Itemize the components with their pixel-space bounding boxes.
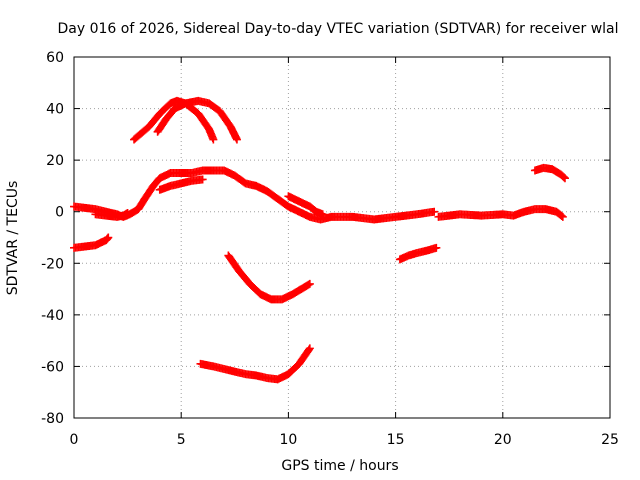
series-arc-trough-35 [224, 251, 314, 304]
x-tick-label: 10 [279, 432, 297, 448]
data-point [318, 210, 327, 219]
data-point [305, 344, 314, 353]
y-tick-label: -60 [41, 359, 64, 375]
series-group [70, 96, 569, 384]
grid [74, 57, 610, 418]
series-arc-late-up [530, 163, 569, 183]
x-tick-label: 20 [494, 432, 512, 448]
series-arc-evening [284, 192, 327, 219]
x-axis: 0 5 10 15 20 25 [70, 57, 619, 448]
data-point [560, 174, 569, 183]
data-point [209, 135, 218, 144]
y-tick-label: 20 [46, 153, 64, 169]
y-tick-label: 60 [46, 50, 64, 66]
data-point [198, 175, 207, 184]
data-point [305, 279, 314, 288]
series-arc-dip-small [91, 209, 132, 221]
y-tick-label: 40 [46, 102, 64, 118]
y-axis-label: SDTVAR / TECUs [5, 181, 21, 296]
plot-frame [73, 56, 611, 419]
x-tick-label: 0 [70, 432, 79, 448]
y-tick-label: -80 [41, 411, 64, 427]
y-tick-label: 0 [55, 205, 64, 221]
x-tick-label: 15 [387, 432, 405, 448]
series-arc-low-start [70, 233, 113, 252]
y-axis: -80 -60 -40 -20 0 20 40 60 [41, 50, 610, 427]
x-tick-label: 5 [177, 432, 186, 448]
y-tick-label: -40 [41, 308, 64, 324]
chart-title: Day 016 of 2026, Sidereal Day-to-day VTE… [57, 21, 618, 37]
data-point [432, 243, 441, 252]
series-arc-main-positive [70, 166, 439, 224]
data-point [430, 207, 439, 216]
series-arc-trough-65 [196, 344, 314, 384]
plot-border [73, 56, 611, 419]
data-point [104, 233, 113, 242]
y-tick-label: -20 [41, 256, 64, 272]
data-point [558, 212, 567, 221]
x-axis-label: GPS time / hours [281, 458, 398, 474]
series-arc-peak-2 [153, 96, 241, 144]
data-point [232, 135, 241, 144]
data-point [557, 212, 566, 221]
x-tick-label: 25 [601, 432, 619, 448]
data-point [123, 209, 132, 218]
data-point [559, 173, 568, 182]
data-point [304, 345, 313, 354]
series-arc-lower-mid [155, 175, 207, 194]
series-arc-neg-20 [395, 243, 441, 264]
series-arc-late-flat [434, 205, 567, 221]
